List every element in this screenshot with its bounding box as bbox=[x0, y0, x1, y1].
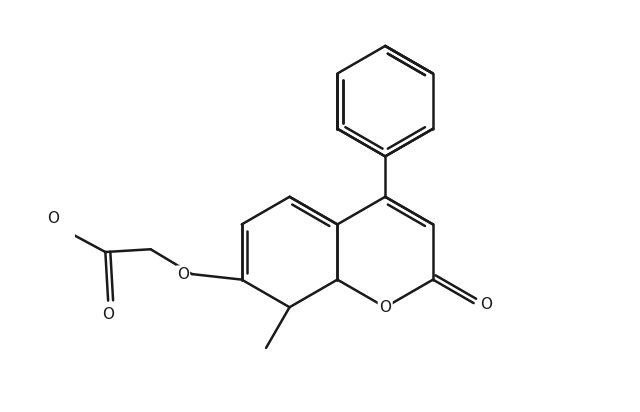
Text: O: O bbox=[102, 307, 114, 322]
Text: O: O bbox=[480, 297, 492, 312]
Text: O: O bbox=[379, 300, 391, 315]
Text: O: O bbox=[47, 211, 60, 226]
Text: O: O bbox=[177, 267, 189, 281]
